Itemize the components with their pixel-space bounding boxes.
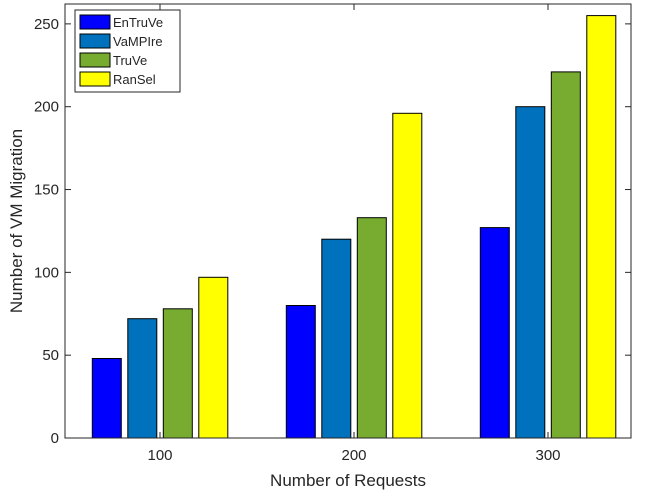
legend-swatch-entruve [79,14,111,30]
y-tick-label: 50 [42,347,59,364]
bar-ransel-300 [586,15,617,439]
ticks-group: 0 50 100 150 200 250 100 200 300 [34,4,631,464]
legend-label-ransel: RanSel [113,72,156,87]
legend: EnTruVe VaMPIre TruVe RanSel [74,9,181,93]
bar-vampire-100 [127,318,158,439]
y-tick-label: 200 [34,99,59,116]
x-axis-label: Number of Requests [270,471,426,490]
legend-label-truve: TruVe [113,53,147,68]
axes-box [64,3,632,439]
bar-vampire-300 [515,106,546,439]
legend-swatch-truve [79,52,111,68]
legend-label-vampire: VaMPIre [113,34,163,49]
bar-vampire-200 [321,238,352,439]
bar-entruve-300 [479,227,510,439]
legend-label-entruve: EnTruVe [113,15,163,30]
x-tick-label: 300 [535,447,560,464]
legend-swatch-vampire [79,33,111,49]
bar-truve-200 [356,217,387,439]
bar-entruve-200 [285,305,316,439]
bar-entruve-100 [91,358,122,439]
y-tick-label: 250 [34,16,59,33]
bar-ransel-200 [392,112,423,439]
y-tick-label: 0 [51,430,59,447]
bars-group [91,15,617,439]
bar-truve-100 [162,308,193,439]
bar-ransel-100 [198,276,229,439]
y-axis-label: Number of VM Migration [7,129,26,313]
axes-group [64,3,632,439]
x-tick-label: 100 [147,447,172,464]
legend-swatch-ransel [79,71,111,87]
x-tick-label: 200 [341,447,366,464]
bar-truve-300 [550,71,581,439]
y-tick-label: 150 [34,182,59,199]
y-tick-label: 100 [34,264,59,281]
